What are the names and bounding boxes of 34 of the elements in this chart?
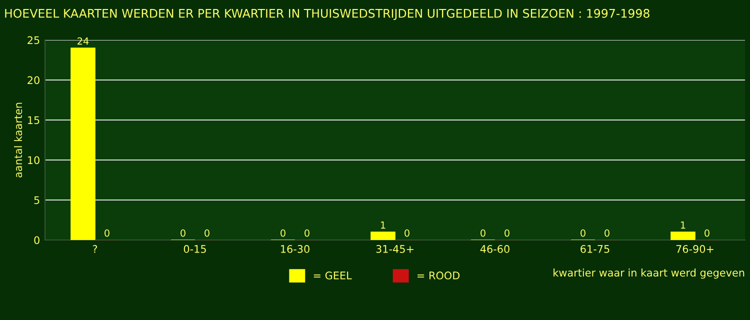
x-axis-title: kwartier waar in kaart werd gegeven: [554, 268, 744, 279]
x-tick-label: 0-15: [184, 245, 206, 253]
x-tick-label: 31-45+: [376, 245, 414, 253]
y-tick-label: 5: [34, 196, 40, 204]
x-tick-label: 76-90+: [676, 245, 714, 253]
data-label: 0: [604, 229, 610, 237]
x-tick-label: 16-30: [281, 245, 310, 253]
data-label: 1: [680, 222, 686, 229]
data-label: 0: [304, 229, 310, 237]
y-tick-label: 10: [28, 156, 40, 164]
data-label: 0: [104, 229, 110, 237]
chart-title: HOEVEEL KAARTEN WERDEN ER PER KWARTIER IN THUISWEDSTRIJDEN UITGEDEELD IN SEIZOEN : 1997-1998: [5, 8, 650, 20]
bar: [70, 48, 96, 240]
x-tick-label: 46-60: [480, 245, 510, 253]
x-tick-label: ?: [92, 245, 98, 253]
data-label: 0: [280, 229, 286, 237]
legend-label: = ROOD: [418, 272, 460, 280]
data-label: 0: [480, 229, 486, 237]
data-label: 0: [180, 229, 186, 237]
data-label: 0: [404, 229, 410, 237]
x-tick-label: 61-75: [580, 245, 610, 253]
y-tick-label: 20: [28, 76, 40, 84]
data-label: 1: [380, 222, 386, 229]
legend-label: = GEEL: [314, 272, 352, 280]
y-axis-title: aantal kaarten: [14, 102, 22, 178]
data-label: 0: [504, 229, 510, 237]
y-tick-label: 25: [28, 36, 40, 44]
y-tick-label: 15: [28, 116, 40, 124]
data-label: 0: [704, 229, 710, 237]
data-label: 0: [580, 229, 586, 237]
y-tick-label: 0: [34, 236, 40, 244]
bar: [670, 232, 696, 240]
data-label: 0: [204, 229, 210, 237]
bar: [370, 232, 396, 240]
